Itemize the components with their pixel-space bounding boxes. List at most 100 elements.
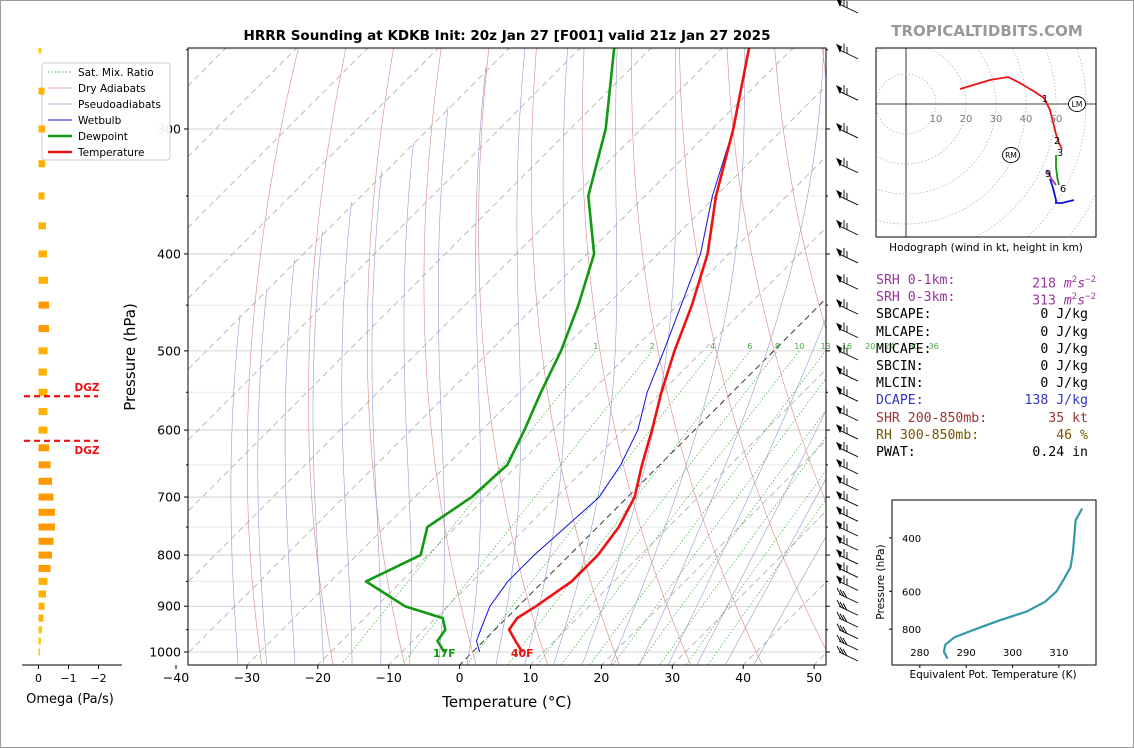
hodograph-frame <box>875 47 1097 238</box>
dry-adiabat-line <box>822 48 826 81</box>
pressure-tick-label: 800 <box>157 548 181 563</box>
wind-barb <box>836 219 859 236</box>
wind-barb-staff <box>838 225 859 236</box>
index-value: 0 J/kg <box>1040 341 1088 357</box>
hodograph-ring <box>876 48 1027 225</box>
hodograph-ring-label: 20 <box>960 114 973 125</box>
omega-bar <box>38 368 47 376</box>
wind-barb-staff <box>838 328 859 339</box>
omega-bar <box>38 276 49 284</box>
mixing-ratio-label: 10 <box>794 342 804 351</box>
omega-bar <box>38 408 48 416</box>
wind-barb <box>836 157 859 174</box>
wind-barb <box>836 366 859 382</box>
index-value: 0.24 in <box>1032 444 1088 460</box>
index-value: 0 J/kg <box>1040 324 1088 340</box>
pressure-axis-label: Pressure (hPa) <box>121 303 139 411</box>
wind-barb-feather <box>839 624 845 633</box>
omega-bar <box>38 577 48 585</box>
wind-barb-staff <box>838 49 859 60</box>
wind-barb-staff <box>838 605 859 616</box>
index-row: MLCIN: 0 J/kg <box>876 375 1106 392</box>
isotherm-line <box>600 439 826 665</box>
legend-label: Dry Adiabats <box>78 83 146 95</box>
pressure-tick-label: 900 <box>157 599 181 614</box>
wind-barb-staff <box>838 480 859 491</box>
pseudoadiabat-line <box>230 314 241 665</box>
theta-e-x-axis: 280 290 300 310 <box>910 648 1068 668</box>
pseudoadiabat-line <box>724 477 826 665</box>
index-row: PWAT: 0.24 in <box>876 444 1106 461</box>
wind-barb <box>836 189 859 206</box>
wind-barb-staff <box>838 629 859 640</box>
legend-label: Wetbulb <box>78 115 122 127</box>
pressure-tick-label: 1000 <box>149 645 181 660</box>
wind-barb-feather <box>839 636 845 644</box>
isotherm-line <box>188 48 369 229</box>
temperature-tick-label: 30 <box>664 670 680 685</box>
wind-barb <box>836 587 859 604</box>
wind-barb <box>836 0 859 14</box>
isotherm-line <box>529 368 826 665</box>
omega-bar <box>38 87 45 95</box>
legend: Sat. Mix. Ratio Dry Adiabats Pseudoadiabat… <box>41 62 171 161</box>
wind-barb-staff <box>838 163 859 174</box>
omega-bar <box>38 637 41 645</box>
mixing-ratio-label: 4 <box>710 342 715 351</box>
omega-bar <box>38 125 46 133</box>
omega-bar <box>38 590 46 598</box>
wind-barb-staff <box>838 279 859 290</box>
pseudoadiabat-line <box>639 48 825 665</box>
pseudoadiabat-line <box>581 48 677 665</box>
mixing-ratio-line <box>685 470 826 665</box>
theta-e-frame <box>891 499 1097 666</box>
index-row: SRH 0-3km: 313 m2s−2 <box>876 289 1106 308</box>
hodograph-segment <box>1049 178 1075 204</box>
wind-barb <box>836 424 859 440</box>
mixing-ratio-line <box>507 350 751 665</box>
wind-barb-staff <box>838 195 859 206</box>
wind-barb-staff <box>838 304 859 315</box>
index-label: SHR 200-850mb: <box>876 410 988 426</box>
dry-adiabat-line <box>726 48 826 503</box>
hodograph-ring <box>1026 48 1087 237</box>
dewpoint-profile-line <box>364 48 616 653</box>
wind-barb-flag <box>836 424 842 434</box>
isotherm-line <box>188 48 723 583</box>
mixing-ratio-line <box>560 350 800 665</box>
mixing-ratio-line <box>589 350 826 665</box>
wind-barb-flag <box>836 122 842 132</box>
theta-e-x-tick-label: 310 <box>1049 648 1068 659</box>
wind-barb <box>836 122 859 139</box>
theta-e-x-axis-label: Equivalent Pot. Temperature (K) <box>909 669 1076 681</box>
legend-label: Dewpoint <box>78 131 128 143</box>
wind-barb <box>836 521 859 537</box>
temperature-tick-label: −40 <box>163 670 189 685</box>
hodograph-ring-label: 40 <box>1020 114 1033 125</box>
omega-bar <box>38 614 44 622</box>
index-value: 218 m2s−2 <box>1032 275 1096 292</box>
wind-barb <box>836 274 859 290</box>
brand-watermark: TROPICALTIDBITS.COM <box>891 22 1083 40</box>
wind-barb-feather <box>839 601 845 609</box>
index-value: 35 kt <box>1048 410 1088 426</box>
hodograph-segment <box>959 76 1045 99</box>
wind-barb-staff <box>838 526 859 537</box>
omega-bar <box>38 602 45 610</box>
omega-bar <box>38 626 43 634</box>
isotherm-line <box>458 297 826 665</box>
pressure-tick-label: 500 <box>157 343 181 358</box>
omega-bar <box>38 388 48 396</box>
omega-bar <box>38 325 49 333</box>
pseudoadiabat-line <box>403 143 414 665</box>
wind-barb-staff <box>838 128 859 139</box>
wind-barb-flag <box>836 475 842 485</box>
omega-bar <box>39 0 41 7</box>
wind-barb-staff <box>838 511 859 522</box>
mixing-ratio-line <box>536 350 778 665</box>
storm-motion-label: RM <box>1005 151 1017 160</box>
index-row: DCAPE: 138 J/kg <box>876 392 1106 409</box>
theta-e-profile <box>942 507 1084 660</box>
wind-barb-feather <box>842 603 848 611</box>
